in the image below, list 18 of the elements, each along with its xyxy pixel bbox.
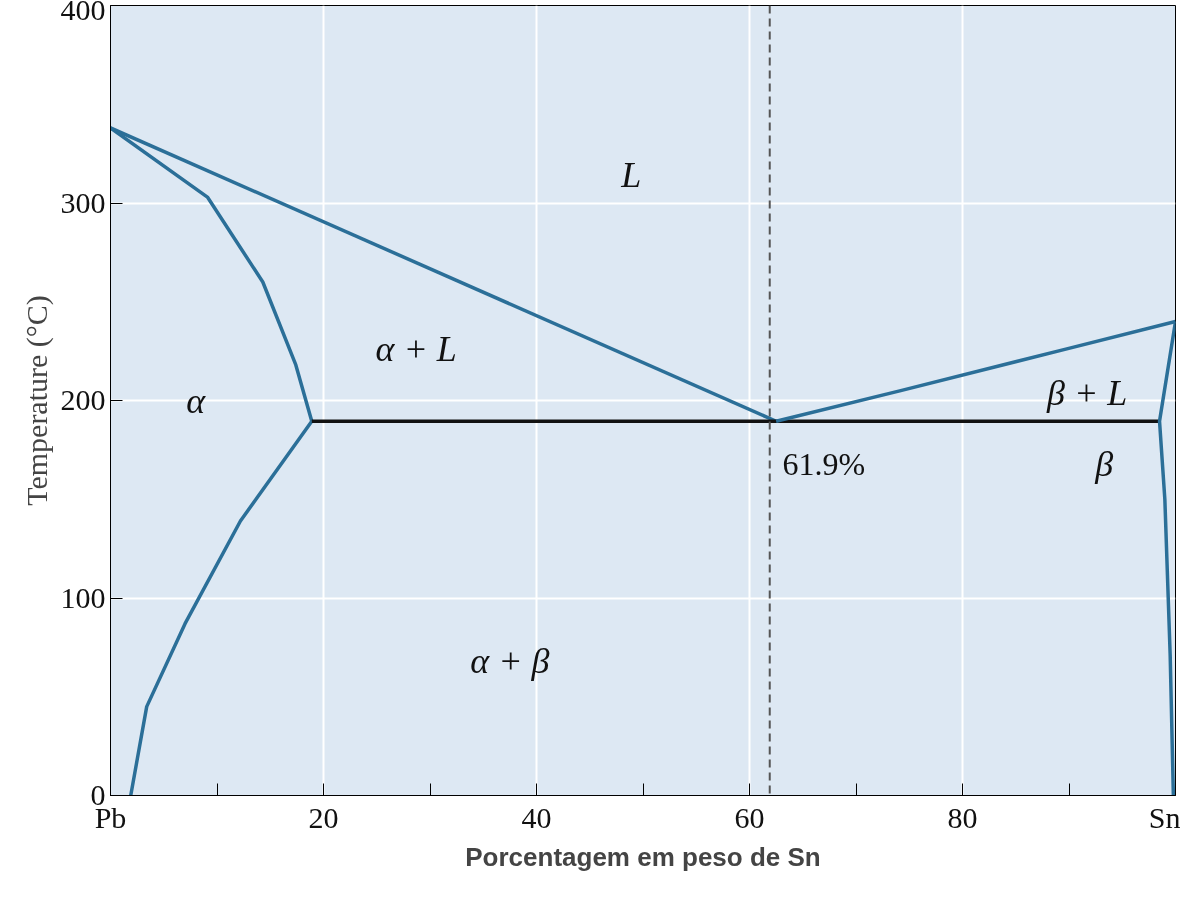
annotation: L [620,155,642,196]
y-tick-label: 300 [60,185,106,219]
x-tick-label: 40 [521,800,552,834]
x-tick-label: Sn [1148,800,1181,834]
annotation: α [186,380,207,421]
annotation: β + L [1045,372,1128,413]
y-tick-label: 200 [60,383,106,416]
annotation: β [1094,443,1114,484]
y-axis-title: Temperature (°C) [19,295,54,506]
y-tick-label: 100 [60,580,106,614]
y-tick-label: 400 [60,0,106,26]
x-axis-title: Porcentagem em peso de Sn [465,841,821,872]
annotation: α + L [375,329,457,370]
ref-line-label: 61.9% [782,445,866,482]
annotation: α + β [470,641,550,682]
x-tick-label: 80 [947,800,978,834]
x-tick-label: 60 [734,800,765,834]
x-tick-label: 20 [308,800,339,834]
